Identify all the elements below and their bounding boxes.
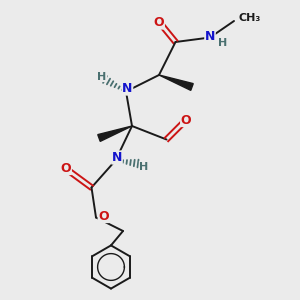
Polygon shape: [159, 75, 193, 90]
Text: O: O: [154, 16, 164, 29]
Text: H: H: [218, 38, 227, 48]
Text: H: H: [140, 161, 148, 172]
Text: H: H: [98, 71, 106, 82]
Text: N: N: [112, 151, 122, 164]
Text: O: O: [98, 209, 109, 223]
Text: N: N: [205, 29, 215, 43]
Text: O: O: [61, 161, 71, 175]
Polygon shape: [98, 126, 132, 141]
Text: N: N: [122, 82, 133, 95]
Text: O: O: [181, 113, 191, 127]
Text: CH₃: CH₃: [238, 13, 261, 23]
